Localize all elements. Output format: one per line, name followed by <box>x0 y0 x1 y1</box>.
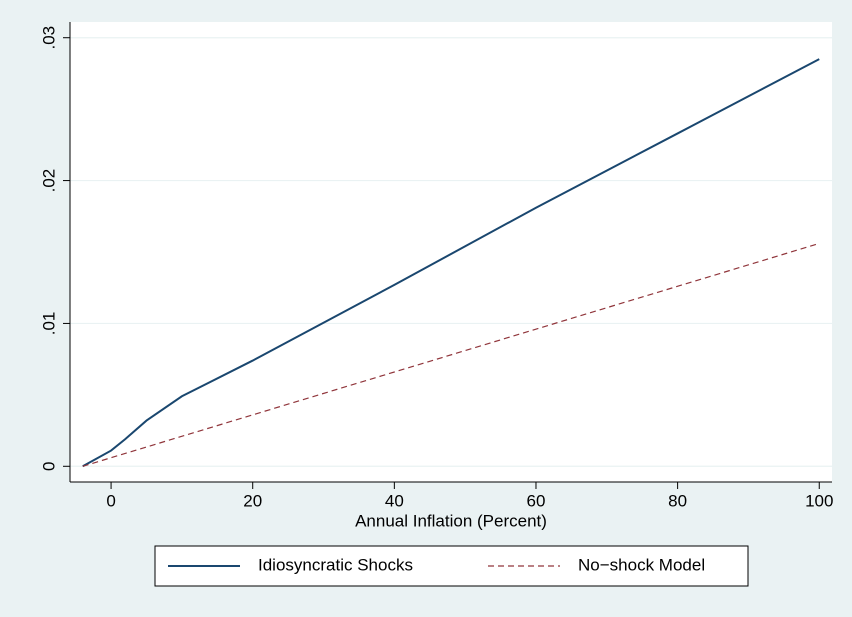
x-tick-label: 0 <box>106 491 115 510</box>
x-tick-label: 80 <box>668 491 687 510</box>
y-tick-label: .02 <box>39 169 58 193</box>
x-tick-label: 40 <box>385 491 404 510</box>
legend-label: No−shock Model <box>578 555 705 574</box>
x-tick-label: 20 <box>243 491 262 510</box>
y-tick-label: .01 <box>39 312 58 336</box>
line-series <box>82 58 820 468</box>
x-tick-label: 60 <box>527 491 546 510</box>
line-series <box>82 242 820 467</box>
legend-label: Idiosyncratic Shocks <box>258 555 413 574</box>
plot-area <box>70 22 832 482</box>
y-tick-label: .03 <box>39 26 58 50</box>
x-tick-label: 100 <box>805 491 833 510</box>
y-tick-label: 0 <box>39 462 58 471</box>
legend <box>154 545 749 587</box>
x-axis-title: Annual Inflation (Percent) <box>355 511 547 530</box>
